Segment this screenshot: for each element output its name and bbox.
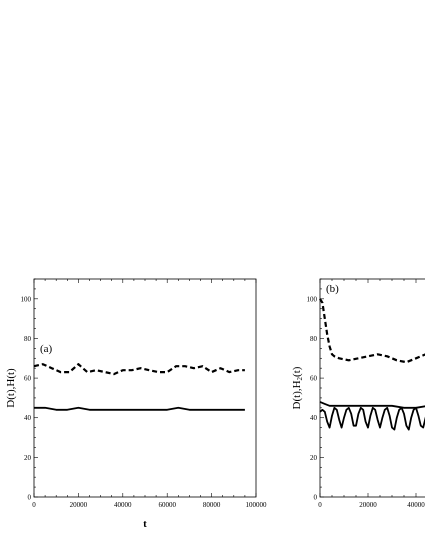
xtick-label: 40000: [114, 501, 132, 509]
ytick-label: 80: [310, 335, 318, 343]
ytick-label: 100: [21, 295, 32, 303]
series-line-solid-2: [319, 406, 425, 431]
ytick-label: 0: [314, 494, 318, 502]
xtick-label: 0: [32, 501, 36, 509]
ytick-label: 40: [310, 414, 318, 422]
ytick-label: 20: [310, 454, 318, 462]
xtick-label: 0: [318, 501, 322, 509]
ytick-label: 60: [310, 375, 318, 383]
xtick-label: 20000: [70, 501, 88, 509]
panel-b-ylabel: D(t),H2(t): [291, 366, 304, 409]
panel-b-label: (b): [326, 283, 339, 295]
panel-b-ylabel-tail: (t): [291, 366, 303, 377]
series-line-dashed-0: [33, 363, 245, 376]
panel-a-xlabel: t: [143, 518, 147, 530]
panel-a-label: (a): [40, 343, 53, 355]
xtick-label: 60000: [158, 501, 176, 509]
panel-a-frame: [33, 278, 257, 498]
ytick-label: 40: [24, 414, 32, 422]
panel-a-ticks: 0 20 40 60 80 100 0 20000 40000 60000 80000 100000: [21, 278, 268, 509]
ytick-label: 20: [24, 454, 32, 462]
panel-b: 0 20 40 60 80 100 0 20000 40000 (b) D(t),H2(t): [291, 278, 425, 509]
ytick-label: 0: [28, 494, 32, 502]
ytick-label: 60: [24, 375, 32, 383]
xtick-label: 80000: [203, 501, 221, 509]
xtick-label: 20000: [359, 501, 377, 509]
panel-b-ylabel-sub: 2: [296, 376, 304, 380]
ytick-label: 80: [24, 335, 32, 343]
panel-a-ylabel: D(t),H(t): [5, 368, 17, 408]
panel-b-ticks: 0 20 40 60 80 100 0 20000 40000: [307, 278, 425, 509]
xtick-label: 40000: [407, 501, 425, 509]
xtick-label: 100000: [246, 501, 268, 509]
panel-b-series: [319, 298, 425, 431]
series-line-solid-1: [34, 406, 245, 411]
panel-b-frame: [319, 278, 425, 498]
series-line-solid-1: [319, 401, 425, 409]
panel-a-series: [33, 363, 245, 411]
ytick-label: 100: [307, 295, 318, 303]
series-line-dashed-0: [319, 298, 425, 364]
panel-b-ylabel-main: D(t),H: [291, 380, 303, 409]
